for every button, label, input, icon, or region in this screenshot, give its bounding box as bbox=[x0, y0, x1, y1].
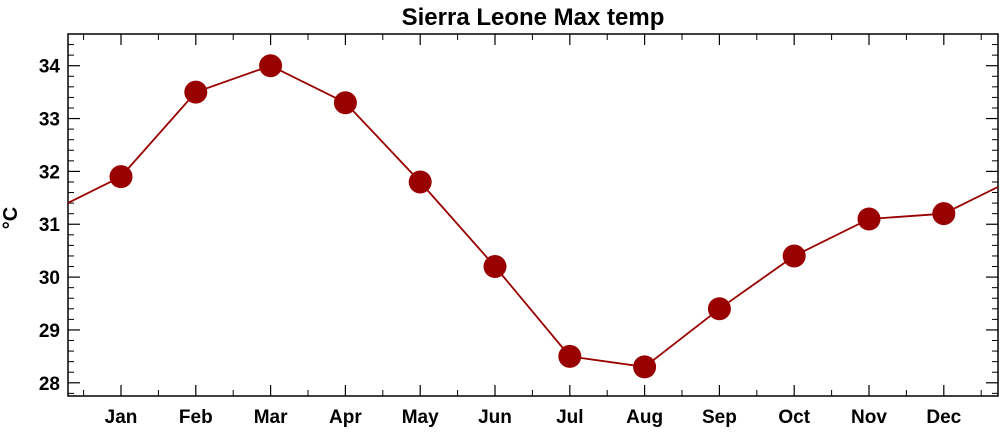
x-tick-label: Dec bbox=[926, 407, 961, 428]
x-tick-label: Jun bbox=[478, 407, 512, 428]
x-tick-label: Oct bbox=[778, 407, 810, 428]
x-tick-label: May bbox=[402, 407, 439, 428]
data-point bbox=[932, 202, 956, 226]
y-tick-label: 30 bbox=[39, 268, 60, 289]
plot-area-frame bbox=[67, 33, 999, 397]
x-tick-label: Nov bbox=[851, 407, 887, 428]
tick-labels: Jan Feb Mar Apr May Jun Jul Aug Sep Oct Nov Dec 28 29… bbox=[39, 57, 962, 428]
data-point bbox=[184, 80, 208, 104]
x-tick-label: Sep bbox=[702, 407, 737, 428]
series-layer bbox=[67, 54, 999, 379]
data-point bbox=[782, 244, 806, 268]
series-line bbox=[67, 64, 999, 368]
data-point bbox=[259, 54, 283, 78]
chart-title: Sierra Leone Max temp bbox=[402, 4, 665, 31]
x-tick-label: Mar bbox=[254, 407, 288, 428]
data-point bbox=[408, 170, 432, 194]
data-point bbox=[558, 344, 582, 368]
data-point bbox=[333, 91, 357, 115]
axis-ticks bbox=[68, 33, 998, 396]
y-tick-label: 29 bbox=[39, 321, 60, 342]
y-tick-label: 34 bbox=[39, 57, 61, 78]
y-axis-label: °C bbox=[0, 207, 22, 229]
x-tick-label: Jan bbox=[105, 407, 138, 428]
x-tick-label: Jul bbox=[556, 407, 583, 428]
x-tick-label: Apr bbox=[329, 407, 362, 428]
data-point bbox=[633, 355, 657, 379]
x-tick-label: Aug bbox=[626, 407, 663, 428]
data-point bbox=[109, 165, 133, 189]
y-tick-label: 28 bbox=[39, 374, 60, 395]
y-tick-label: 33 bbox=[39, 110, 60, 131]
data-point bbox=[483, 255, 507, 279]
y-tick-label: 32 bbox=[39, 162, 60, 183]
y-tick-label: 31 bbox=[39, 215, 61, 236]
x-tick-label: Feb bbox=[179, 407, 213, 428]
data-point bbox=[857, 207, 881, 231]
data-point bbox=[707, 297, 731, 321]
